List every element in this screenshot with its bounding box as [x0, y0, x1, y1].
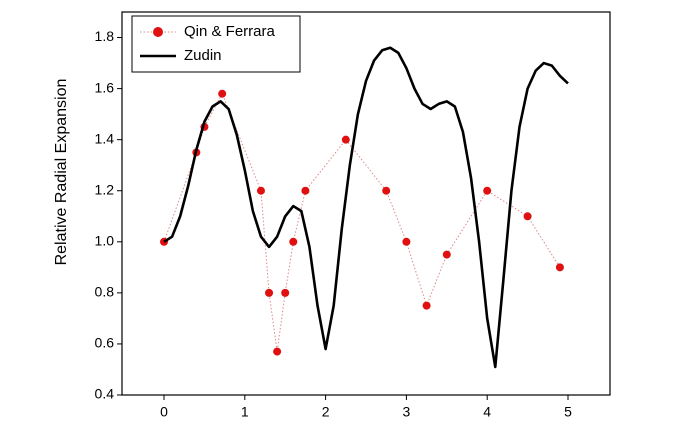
y-tick-label: 0.4 — [95, 386, 115, 402]
legend-box — [131, 15, 301, 73]
x-tick-label: 4 — [483, 404, 491, 420]
data-point — [281, 288, 290, 297]
y-tick-label: 0.6 — [95, 335, 115, 351]
data-point — [341, 135, 350, 144]
series-line — [163, 46, 569, 369]
x-tick-label: 0 — [160, 404, 168, 420]
data-point — [402, 237, 411, 246]
x-tick-label: 5 — [564, 404, 572, 420]
data-point — [256, 186, 265, 195]
data-point — [265, 288, 274, 297]
y-tick-label: 1.8 — [95, 28, 115, 44]
legend-label: Zudin — [184, 47, 222, 64]
y-tick-label: 1.0 — [95, 233, 115, 249]
data-point — [483, 186, 492, 195]
y-axis-label: Relative Radial Expansion — [53, 79, 70, 266]
y-tick-label: 1.4 — [95, 130, 115, 146]
data-point — [523, 212, 532, 221]
data-point — [442, 250, 451, 259]
y-tick-label: 0.8 — [95, 284, 115, 300]
legend-marker — [153, 27, 163, 37]
data-point — [289, 237, 298, 246]
y-tick-label: 1.6 — [95, 79, 115, 95]
y-tick-label: 1.2 — [95, 181, 115, 197]
data-point — [273, 347, 282, 356]
x-tick-label: 3 — [402, 404, 410, 420]
data-point — [301, 186, 310, 195]
data-point — [422, 301, 431, 310]
x-tick-label: 2 — [322, 404, 330, 420]
legend-label: Qin & Ferrara — [184, 23, 276, 40]
data-point — [218, 89, 227, 98]
data-point — [382, 186, 391, 195]
x-tick-label: 1 — [241, 404, 249, 420]
data-point — [555, 263, 564, 272]
plot-frame — [121, 11, 611, 396]
